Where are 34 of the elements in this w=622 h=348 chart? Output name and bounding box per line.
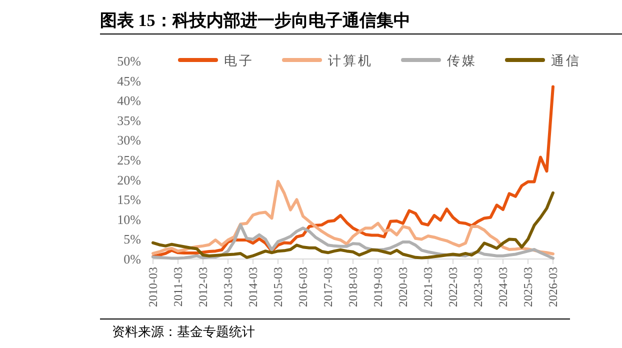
y-tick-label: 15%: [117, 192, 142, 208]
title: 图表 15：科技内部进一步向电子通信集中: [100, 11, 410, 30]
x-tick-label: 2026-03: [546, 267, 560, 307]
x-tick-label: 2014-03: [246, 267, 260, 307]
x-tick-label: 2012-03: [196, 267, 210, 307]
y-tick-label: 45%: [117, 73, 142, 88]
legend-label: 传媒: [447, 53, 477, 68]
y-tick-label: 10%: [117, 212, 142, 227]
x-tick-label: 2017-03: [321, 267, 335, 307]
x-tick-label: 2023-03: [471, 267, 485, 307]
x-tick-label: 2011-03: [171, 267, 185, 307]
text: 资料来源：基金专题统计: [112, 324, 255, 339]
x-tick-label: 2020-03: [396, 267, 410, 307]
x-tick-label: 2015-03: [271, 267, 285, 307]
y-tick-label: 50%: [117, 54, 142, 68]
x-tick-label: 2021-03: [421, 267, 435, 307]
x-tick-label: 2016-03: [296, 267, 310, 307]
legend-label: 计算机: [328, 53, 373, 68]
legend-label: 电子: [224, 53, 254, 68]
y-tick-label: 40%: [117, 93, 142, 108]
x-tick-label: 2013-03: [221, 267, 235, 307]
x-tick-label: 2025-03: [521, 267, 535, 307]
x-tick-label: 2022-03: [446, 267, 460, 307]
x-tick-label: 2024-03: [496, 267, 510, 307]
x-tick-label: 2019-03: [371, 267, 385, 307]
legend-label: 通信: [551, 53, 581, 68]
y-tick-label: 20%: [117, 172, 142, 188]
y-tick-label: 5%: [124, 232, 142, 247]
x-tick-label: 2018-03: [346, 267, 360, 307]
y-tick-label: 25%: [117, 152, 142, 168]
y-tick-label: 30%: [117, 132, 142, 148]
x-tick-label: 2010-03: [146, 267, 160, 307]
y-tick-label: 0%: [124, 252, 142, 266]
y-tick-label: 35%: [117, 112, 142, 128]
